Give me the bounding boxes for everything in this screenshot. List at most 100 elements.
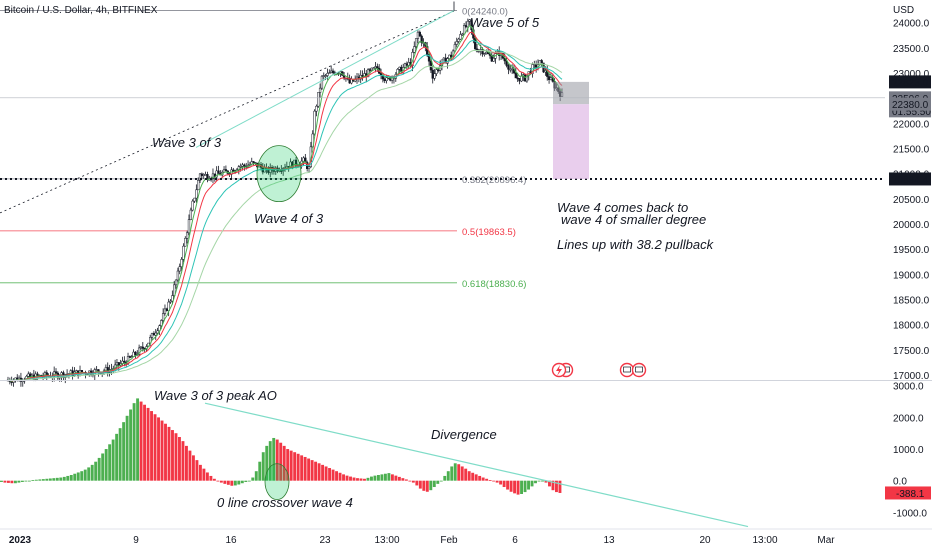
candle-body — [374, 66, 377, 69]
candle-body — [413, 46, 416, 53]
ao-bar — [219, 480, 223, 483]
candle-body — [139, 346, 143, 349]
axes: 17000.0 17500.0 18000.0 18500.0 19000.0 19500… — [0, 5, 932, 546]
ao-bar — [338, 472, 342, 481]
candle-body — [178, 266, 181, 272]
ao-bar — [38, 479, 42, 481]
ao-bar — [551, 480, 555, 491]
ao-bar — [83, 469, 87, 481]
candle-body — [514, 72, 517, 79]
ao-crossover-circle[interactable] — [264, 463, 290, 501]
ao-bar — [157, 417, 160, 481]
wave4-highlight-circle[interactable] — [256, 145, 302, 203]
ao-bar — [373, 475, 377, 481]
ao-bar — [370, 476, 373, 481]
ao-bar — [139, 401, 143, 481]
position-box-profit[interactable] — [553, 81, 589, 105]
ao-bar — [453, 463, 457, 481]
candle-body — [195, 189, 198, 199]
ao-bar — [24, 480, 28, 482]
position-box-loss[interactable] — [553, 104, 589, 179]
ao-bar — [366, 477, 370, 481]
candle-body — [464, 25, 468, 28]
candle-body — [376, 66, 379, 69]
ao-bar — [436, 480, 440, 484]
ao-bar — [94, 461, 98, 481]
ao-bar — [520, 480, 524, 494]
candle-body — [455, 41, 458, 45]
ao-bar — [495, 480, 499, 483]
price-label-text: 01:55:50 — [892, 107, 931, 118]
ao-bar — [209, 475, 213, 481]
ao-bar — [167, 426, 171, 481]
candle-body — [405, 63, 409, 66]
ao-bar — [20, 480, 24, 482]
osc-tick-label: 3000.0 — [893, 382, 924, 393]
candle-body — [518, 78, 521, 82]
candle-body — [320, 75, 324, 89]
ao-bar — [69, 474, 73, 481]
ao-bar — [548, 480, 551, 487]
ao-bar — [328, 468, 332, 481]
candle-body — [239, 166, 242, 168]
ao-bar — [62, 476, 66, 481]
candle-body — [141, 346, 144, 349]
note-line-3: Lines up with 38.2 pullback — [557, 237, 715, 252]
price-tick-label: 23000.0 — [893, 69, 930, 80]
candle-body — [525, 75, 529, 82]
ao-bar — [425, 480, 429, 492]
price-tick-label: 24000.0 — [893, 19, 930, 30]
price-label-text: 22380.0 — [892, 100, 929, 111]
event-icon[interactable] — [631, 362, 647, 378]
candle-body — [36, 373, 39, 377]
candle-body — [204, 174, 207, 176]
ao-bar — [314, 461, 318, 481]
ao-bar — [349, 476, 352, 481]
ao-bar — [41, 479, 45, 481]
ao-bar — [471, 472, 475, 481]
price-tick-label: 19500.0 — [893, 245, 930, 256]
ao-bar — [390, 474, 394, 481]
ao-bar — [321, 464, 325, 481]
divergence-line[interactable] — [204, 402, 749, 528]
candle-body — [115, 362, 119, 366]
price-tick-label: 22000.0 — [893, 119, 930, 130]
candle-body — [215, 170, 218, 178]
price-label-text: 20894.4 — [892, 175, 929, 186]
price-tick-label: 23500.0 — [893, 44, 930, 55]
ao-bar — [359, 478, 363, 481]
ao-bar — [48, 478, 52, 481]
candle-body — [200, 173, 204, 176]
drawings[interactable] — [0, 1, 885, 528]
ao-bar — [237, 480, 241, 485]
ao-bar — [80, 471, 84, 481]
fib-level-label: 0(24240.0) — [462, 7, 508, 18]
time-tick-label: 13:00 — [374, 535, 399, 546]
ao-bar — [153, 414, 157, 481]
trend-line-channel[interactable] — [195, 10, 455, 148]
ao-bar — [202, 468, 206, 481]
ao-bar — [464, 468, 468, 481]
candle-body — [437, 69, 440, 71]
candle-body — [217, 170, 220, 174]
ao-bar — [481, 477, 485, 481]
candle-body — [161, 313, 165, 321]
candle-body — [324, 75, 327, 77]
event-icon[interactable] — [619, 362, 635, 378]
candles — [6, 18, 564, 387]
candle-body — [169, 300, 172, 303]
flash-icon — [556, 365, 562, 376]
ao-bar — [87, 467, 91, 481]
moving-average-line — [8, 49, 563, 381]
ao-bar — [422, 480, 426, 491]
candle-body — [160, 320, 163, 326]
ao-bar — [506, 480, 510, 490]
ao-bar — [404, 479, 408, 481]
candle-body — [503, 57, 506, 62]
ao-bar — [223, 480, 227, 484]
ao-bar — [10, 480, 14, 484]
ao-bar — [467, 471, 471, 481]
ao-bar — [408, 480, 412, 482]
candle-body — [191, 200, 194, 211]
